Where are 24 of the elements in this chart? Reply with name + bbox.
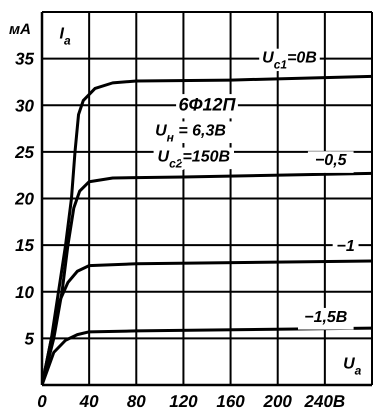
y-tick-label: 35: [15, 50, 35, 69]
y-tick-label: 15: [15, 236, 35, 256]
y-axis-title: мА: [9, 20, 31, 38]
x-tick-label: 0: [37, 392, 48, 411]
y-tick-label: 30: [15, 96, 35, 116]
y-tick-label: 20: [14, 190, 35, 209]
x-tick-label: 120: [169, 392, 198, 411]
x-tick-label: 80: [126, 392, 146, 411]
x-tick-label: 240В: [304, 392, 346, 411]
annotation: I$_{а}$: [60, 26, 71, 48]
annotation: U$_{с2}$=150В: [158, 148, 230, 171]
annotation: 6Ф12П: [178, 94, 237, 114]
annotation: −1: [336, 238, 355, 256]
annotation: U$_{с1}$=0В: [262, 50, 317, 72]
annotation: −1,5В: [304, 309, 348, 326]
y-tick-label: 25: [14, 142, 35, 162]
y-tick-label: 10: [15, 282, 35, 302]
annotation: U$_{а}$: [343, 356, 362, 378]
annotation: −0,5: [314, 152, 348, 170]
annotation: U$_{н}$ = 6,3В: [155, 122, 226, 145]
y-tick-label: 5: [24, 329, 35, 348]
x-tick-label: 160: [216, 392, 246, 411]
x-tick-label: 40: [78, 392, 100, 411]
x-tick-label: 200: [262, 392, 292, 411]
